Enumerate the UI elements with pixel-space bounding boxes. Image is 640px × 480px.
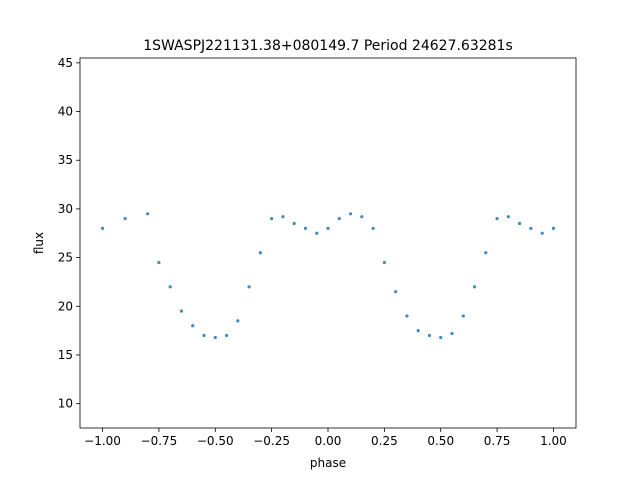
data-point — [123, 217, 127, 221]
y-tick-label: 30 — [58, 202, 73, 216]
y-tick-label: 45 — [58, 56, 73, 70]
data-point — [405, 314, 409, 318]
data-point — [416, 329, 420, 333]
x-tick-label: −0.75 — [141, 434, 178, 448]
x-tick-label: −0.25 — [253, 434, 290, 448]
data-point — [484, 251, 488, 255]
data-point — [326, 226, 330, 230]
chart-title: 1SWASPJ221131.38+080149.7 Period 24627.6… — [143, 38, 513, 54]
data-point — [168, 285, 172, 289]
x-tick-label: 0.75 — [484, 434, 511, 448]
data-point — [213, 335, 217, 340]
data-point — [348, 212, 353, 216]
y-tick-label: 35 — [58, 153, 73, 167]
y-axis-label: flux — [32, 232, 46, 254]
data-point — [270, 217, 274, 221]
y-tick-label: 20 — [58, 299, 73, 313]
data-point — [506, 215, 510, 219]
data-point — [360, 215, 364, 219]
scatter-points — [100, 212, 556, 340]
data-point — [157, 260, 161, 265]
data-point — [551, 226, 556, 230]
data-point — [281, 215, 285, 219]
y-tick-label: 25 — [58, 251, 73, 265]
data-point — [518, 221, 522, 226]
data-point — [146, 212, 150, 216]
data-point — [202, 333, 206, 338]
data-point — [540, 231, 544, 235]
data-point — [315, 231, 319, 235]
data-point — [303, 226, 308, 230]
data-point — [439, 335, 443, 340]
data-point — [472, 285, 477, 289]
y-axis-ticks: 10 15 20 25 30 35 40 45 — [58, 56, 80, 411]
x-tick-label: 1.00 — [540, 434, 567, 448]
x-tick-label: −0.50 — [197, 434, 234, 448]
data-point — [495, 217, 499, 221]
y-tick-label: 10 — [58, 397, 73, 411]
data-point — [461, 314, 465, 318]
data-point — [247, 285, 251, 289]
x-tick-label: −1.00 — [84, 434, 121, 448]
data-point — [258, 251, 262, 255]
data-point — [394, 290, 398, 294]
data-point — [179, 309, 184, 313]
x-tick-label: 0.00 — [315, 434, 342, 448]
data-point — [382, 260, 386, 265]
data-point — [427, 333, 432, 338]
data-point — [529, 226, 533, 230]
data-point — [224, 333, 229, 338]
data-point — [292, 221, 296, 226]
x-axis-label: phase — [310, 456, 346, 470]
y-tick-label: 15 — [58, 348, 73, 362]
data-point — [371, 226, 375, 230]
data-point — [337, 217, 341, 221]
y-tick-label: 40 — [58, 105, 73, 119]
x-tick-label: 0.50 — [427, 434, 454, 448]
data-point — [100, 226, 105, 230]
data-point — [450, 331, 454, 336]
x-axis-ticks: −1.00 −0.75 −0.50 −0.25 0.00 0.25 0.50 0.75 1.00 — [84, 428, 567, 448]
x-tick-label: 0.25 — [371, 434, 398, 448]
data-point — [236, 319, 240, 323]
data-point — [191, 324, 195, 328]
